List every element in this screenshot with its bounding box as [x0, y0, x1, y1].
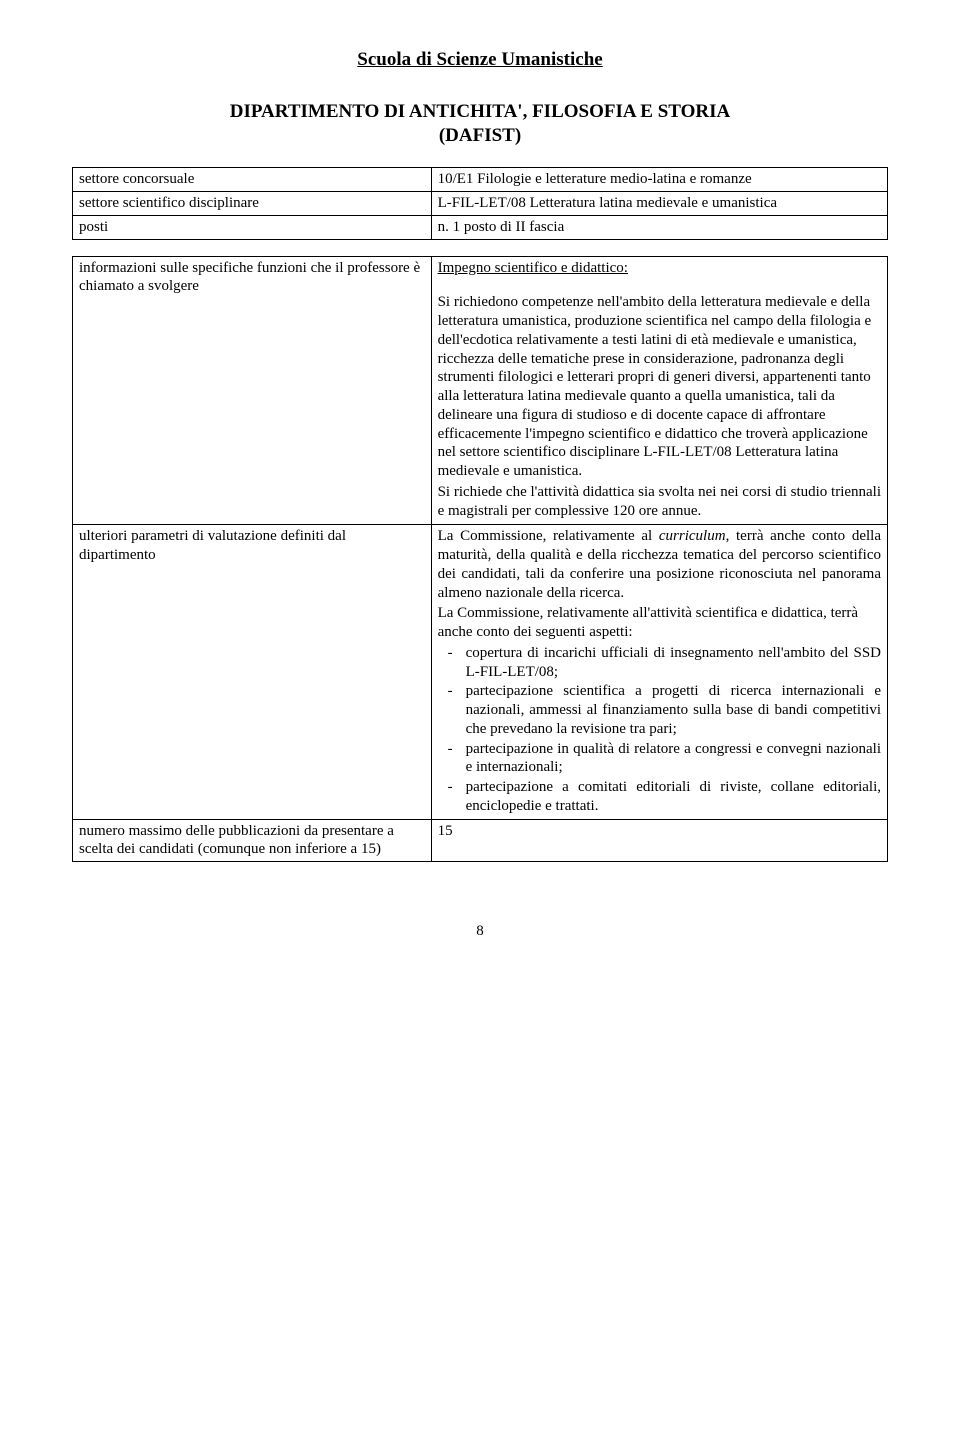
table-row: numero massimo delle pubblicazioni da pr… — [73, 819, 888, 862]
list-item: partecipazione scientifica a progetti di… — [466, 682, 881, 738]
impegno-heading: Impegno scientifico e didattico: — [438, 259, 881, 278]
cell-label: posti — [73, 215, 432, 239]
param-p1: La Commissione, relativamente al curricu… — [438, 527, 881, 602]
table-row: settore scientifico disciplinare L-FIL-L… — [73, 192, 888, 216]
cell-label: ulteriori parametri di valutazione defin… — [73, 525, 432, 819]
table-details: informazioni sulle specifiche funzioni c… — [72, 256, 888, 863]
table-header: settore concorsuale 10/E1 Filologie e le… — [72, 167, 888, 239]
cell-value: 10/E1 Filologie e letterature medio-lati… — [431, 168, 887, 192]
impegno-p1: Si richiedono competenze nell'ambito del… — [438, 293, 881, 481]
table-row: posti n. 1 posto di II fascia — [73, 215, 888, 239]
list-item: copertura di incarichi ufficiali di inse… — [466, 644, 881, 682]
cell-value: n. 1 posto di II fascia — [431, 215, 887, 239]
cell-value: L-FIL-LET/08 Letteratura latina medieval… — [431, 192, 887, 216]
param-bullets: copertura di incarichi ufficiali di inse… — [438, 644, 881, 816]
list-item: partecipazione a comitati editoriali di … — [466, 778, 881, 816]
cell-label: informazioni sulle specifiche funzioni c… — [73, 256, 432, 525]
cell-value: Impegno scientifico e didattico: Si rich… — [431, 256, 887, 525]
cell-label: numero massimo delle pubblicazioni da pr… — [73, 819, 432, 862]
impegno-p2: Si richiede che l'attività didattica sia… — [438, 483, 881, 521]
param-p2: La Commissione, relativamente all'attivi… — [438, 604, 881, 642]
page-title: Scuola di Scienze Umanistiche — [72, 48, 888, 72]
cell-value: La Commissione, relativamente al curricu… — [431, 525, 887, 819]
cell-label: settore scientifico disciplinare — [73, 192, 432, 216]
cell-label: settore concorsuale — [73, 168, 432, 192]
table-row: informazioni sulle specifiche funzioni c… — [73, 256, 888, 525]
table-row: settore concorsuale 10/E1 Filologie e le… — [73, 168, 888, 192]
list-item: partecipazione in qualità di relatore a … — [466, 740, 881, 778]
table-row: ulteriori parametri di valutazione defin… — [73, 525, 888, 819]
page-number: 8 — [72, 922, 888, 941]
cell-value: 15 — [431, 819, 887, 862]
department-title: DIPARTIMENTO DI ANTICHITA', FILOSOFIA E … — [72, 100, 888, 148]
